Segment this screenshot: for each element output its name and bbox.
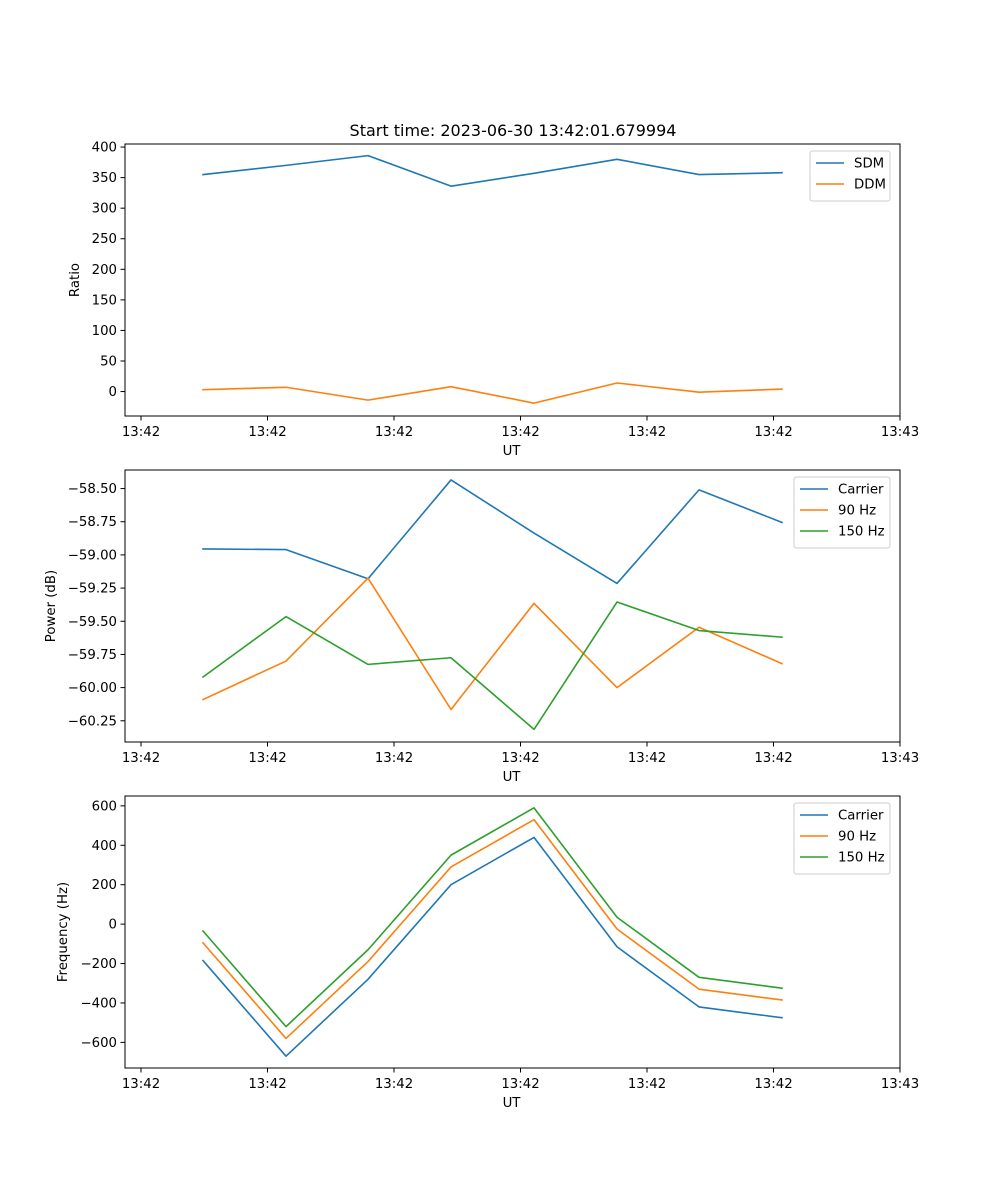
- y-tick-label: 0: [109, 918, 117, 933]
- power-axes-frame: [124, 469, 901, 743]
- x-axis-label: UT: [503, 1096, 522, 1111]
- x-tick-label: 13:42: [628, 751, 666, 766]
- x-tick-label: 13:42: [501, 1077, 539, 1092]
- y-tick-label: 150: [92, 293, 117, 308]
- y-axis-label: Frequency (Hz): [56, 882, 71, 982]
- series-line-ddm: [202, 382, 783, 404]
- y-tick-label: 300: [92, 202, 117, 217]
- x-tick-label: 13:42: [248, 1077, 286, 1092]
- y-tick-label: −58.75: [68, 515, 117, 530]
- y-tick-label: −200: [80, 957, 117, 972]
- series-line-carrier: [201, 836, 783, 1057]
- y-tick-label: 50: [100, 354, 117, 369]
- y-tick-label: 400: [92, 839, 117, 854]
- legend-label: DDM: [854, 178, 886, 193]
- y-tick-label: 600: [92, 799, 117, 814]
- y-tick-label: −58.50: [68, 482, 117, 497]
- x-tick-label: 13:42: [628, 1077, 666, 1092]
- y-tick-label: −60.00: [68, 681, 117, 696]
- y-tick-label: 350: [92, 171, 117, 186]
- ratio-axes-frame: [124, 143, 901, 417]
- y-tick-label: 250: [92, 232, 117, 247]
- legend-label: 150 Hz: [838, 525, 885, 540]
- x-axis-label: UT: [503, 770, 522, 785]
- y-tick-label: −59.50: [68, 615, 117, 630]
- y-tick-label: −400: [80, 996, 117, 1011]
- x-tick-label: 13:42: [122, 751, 160, 766]
- legend-label: Carrier: [838, 483, 884, 498]
- ratio-subplot: 0 50 100 150 200 250 300 350 400 13:42 13:42 13:42 1…: [68, 141, 919, 459]
- x-tick-label: 13:42: [248, 425, 286, 440]
- x-tick-label: 13:42: [501, 751, 539, 766]
- y-tick-label: 200: [92, 263, 117, 278]
- y-tick-label: −59.00: [68, 548, 117, 563]
- x-tick-label: 13:42: [754, 751, 792, 766]
- y-tick-label: −600: [80, 1036, 117, 1051]
- x-tick-label: 13:42: [375, 1077, 413, 1092]
- legend-label: Carrier: [838, 809, 884, 824]
- x-tick-label: 13:42: [375, 425, 413, 440]
- series-line-carrier: [202, 479, 784, 585]
- legend-label: 150 Hz: [838, 851, 885, 866]
- x-tick-label: 13:42: [122, 1077, 160, 1092]
- y-tick-label: −59.25: [68, 582, 117, 597]
- series-line-90-hz: [201, 577, 784, 711]
- frequency-subplot: −600 −400 −200 0 200 400 600 13:42 13:42 13:42 13:…: [56, 795, 919, 1111]
- x-tick-label: 13:43: [881, 425, 919, 440]
- x-tick-label: 13:43: [881, 1077, 919, 1092]
- figure-title: Start time: 2023-06-30 13:42:01.679994: [350, 121, 677, 140]
- y-tick-label: 400: [92, 141, 117, 156]
- x-tick-label: 13:42: [754, 425, 792, 440]
- x-tick-label: 13:42: [122, 425, 160, 440]
- y-tick-label: −59.75: [68, 648, 117, 663]
- x-tick-label: 13:42: [628, 425, 666, 440]
- series-line-90-hz: [201, 818, 783, 1040]
- legend-label: 90 Hz: [838, 504, 876, 519]
- y-tick-label: 100: [92, 324, 117, 339]
- x-tick-label: 13:42: [248, 751, 286, 766]
- x-tick-label: 13:42: [754, 1077, 792, 1092]
- legend-label: SDM: [854, 157, 884, 172]
- legend-label: 90 Hz: [838, 830, 876, 845]
- y-tick-label: 0: [109, 385, 117, 400]
- x-axis-label: UT: [503, 444, 522, 459]
- legend: Carrier 90 Hz 150 Hz: [793, 802, 891, 875]
- y-tick-label: 200: [92, 878, 117, 893]
- frequency-axes-frame: [124, 795, 901, 1069]
- y-axis-label: Power (dB): [44, 570, 59, 642]
- x-tick-label: 13:43: [881, 751, 919, 766]
- legend: SDM DDM: [809, 150, 891, 202]
- legend: Carrier 90 Hz 150 Hz: [793, 476, 891, 549]
- x-tick-label: 13:42: [375, 751, 413, 766]
- x-tick-label: 13:42: [501, 425, 539, 440]
- y-axis-label: Ratio: [68, 263, 83, 297]
- series-line-150-hz: [201, 601, 783, 731]
- power-subplot: −60.25 −60.00 −59.75 −59.50 −59.25 −59.00 −58.…: [44, 469, 919, 785]
- series-line-150-hz: [201, 807, 783, 1028]
- series-line-sdm: [202, 154, 783, 187]
- y-tick-label: −60.25: [68, 714, 117, 729]
